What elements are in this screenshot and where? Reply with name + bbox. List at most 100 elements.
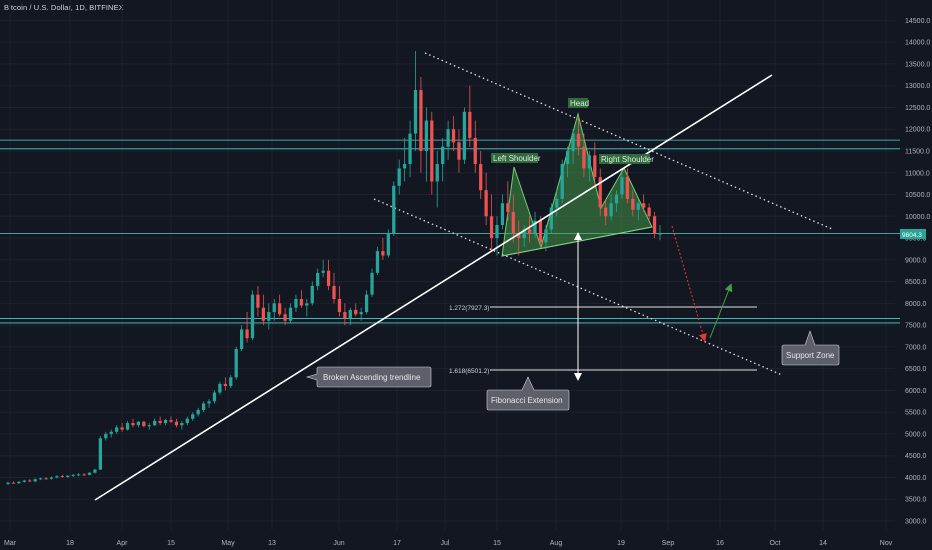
candle-body bbox=[71, 474, 75, 476]
candle-body bbox=[115, 427, 119, 432]
projection-down-arrow[interactable] bbox=[671, 225, 707, 342]
candle-body bbox=[511, 211, 515, 234]
candle-body bbox=[500, 203, 505, 225]
candle-body bbox=[359, 312, 363, 315]
candle-body bbox=[44, 478, 48, 480]
price-tick-label: 14000.0 bbox=[905, 40, 930, 47]
candle-body bbox=[495, 224, 499, 239]
price-tick-label: 9500.0 bbox=[905, 236, 927, 243]
time-tick-label: Aug bbox=[550, 540, 563, 547]
price-tick-label: 10000.0 bbox=[905, 214, 930, 221]
projection-up-arrow[interactable] bbox=[709, 283, 733, 339]
fib-extension-callout[interactable]: Fibonacci Extension bbox=[486, 376, 570, 411]
candle-body bbox=[250, 294, 255, 339]
candle-body bbox=[109, 431, 113, 434]
candle-body bbox=[77, 474, 81, 476]
price-tick-label: 12000.0 bbox=[905, 127, 930, 134]
price-tick-label: 7500.0 bbox=[905, 323, 927, 330]
support-zone-callout[interactable]: Support Zone bbox=[781, 330, 840, 366]
price-tick-label: 11500.0 bbox=[905, 148, 930, 155]
svg-text:Right Shoulder: Right Shoulder bbox=[601, 155, 654, 164]
candle-body bbox=[104, 433, 108, 439]
candle-body bbox=[354, 309, 358, 315]
candle-body bbox=[158, 420, 162, 424]
channel-lower-line[interactable] bbox=[373, 198, 783, 376]
symbol-title: Bitcoin / U.S. Dollar, 1D, BITFINEX bbox=[4, 3, 124, 12]
time-tick-label: 18 bbox=[66, 540, 74, 547]
time-tick-label: Mar bbox=[4, 540, 17, 547]
time-tick-label: Jul bbox=[441, 540, 450, 547]
candle-body bbox=[223, 383, 227, 387]
candle-body bbox=[598, 177, 602, 208]
channel-upper-line[interactable] bbox=[424, 52, 833, 230]
candle-body bbox=[364, 294, 369, 313]
candle-body bbox=[272, 303, 276, 313]
candle-body bbox=[294, 298, 298, 308]
candle-body bbox=[316, 272, 320, 286]
candle-body bbox=[375, 251, 380, 273]
candle-body bbox=[120, 427, 124, 430]
candle-body bbox=[136, 421, 141, 426]
candle-body bbox=[321, 270, 325, 273]
price-tick-label: 6500.0 bbox=[905, 366, 927, 373]
candle-body bbox=[489, 216, 494, 239]
candle-body bbox=[147, 425, 151, 427]
svg-text:Left Shoulder: Left Shoulder bbox=[493, 154, 541, 163]
candle-body bbox=[473, 137, 477, 165]
candle-body bbox=[506, 203, 510, 212]
time-tick-label: 16 bbox=[716, 540, 724, 547]
candle-body bbox=[98, 438, 102, 470]
price-tick-label: 7000.0 bbox=[905, 344, 927, 351]
candle-body bbox=[11, 482, 16, 484]
candle-body bbox=[288, 307, 293, 321]
candles bbox=[6, 50, 662, 485]
candle-body bbox=[343, 312, 347, 319]
price-tick-label: 4000.0 bbox=[905, 475, 927, 482]
candle-body bbox=[22, 480, 26, 482]
candle-body bbox=[544, 229, 548, 243]
candle-body bbox=[419, 90, 423, 151]
candle-body bbox=[446, 129, 450, 147]
price-tick-label: 3000.0 bbox=[905, 519, 927, 526]
candle-body bbox=[549, 207, 553, 230]
time-tick-label: 15 bbox=[493, 540, 501, 547]
candle-body bbox=[185, 418, 189, 424]
time-tick-label: 19 bbox=[617, 540, 625, 547]
candle-body bbox=[299, 298, 304, 306]
candle-body bbox=[6, 482, 10, 484]
candle-body bbox=[631, 198, 635, 210]
candle-body bbox=[82, 474, 86, 476]
candle-body bbox=[332, 285, 336, 299]
candle-body bbox=[479, 164, 483, 191]
time-tick-label: 17 bbox=[393, 540, 401, 547]
candle-body bbox=[566, 150, 570, 165]
price-tick-label: 10500.0 bbox=[905, 192, 930, 199]
candle-body bbox=[196, 409, 200, 415]
candle-body bbox=[451, 129, 456, 143]
neckline[interactable] bbox=[501, 226, 653, 257]
fib-1272-label: 1.272(7927.3) bbox=[449, 305, 489, 312]
ascending-trendline[interactable] bbox=[94, 74, 773, 501]
grid bbox=[0, 0, 895, 530]
candle-body bbox=[310, 285, 314, 304]
candle-body bbox=[533, 220, 537, 234]
price-tick-label: 8000.0 bbox=[905, 301, 927, 308]
candle-body bbox=[386, 233, 390, 256]
candle-body bbox=[28, 480, 32, 482]
price-tick-label: 5500.0 bbox=[905, 410, 927, 417]
time-axis[interactable]: Mar 18 Apr 15 May 13 Jun 17 Jul 15 Aug 19 Sep 16 Oct 14… bbox=[4, 540, 893, 547]
right-shoulder-label[interactable]: Right Shoulder bbox=[599, 154, 654, 164]
candle-body bbox=[261, 307, 265, 321]
candle-body bbox=[163, 420, 168, 424]
candle-body bbox=[240, 329, 244, 350]
time-tick-label: May bbox=[221, 540, 235, 547]
candle-body bbox=[49, 477, 54, 479]
candle-body bbox=[229, 377, 233, 387]
head-label[interactable]: Head bbox=[568, 98, 589, 108]
candle-body bbox=[191, 414, 195, 419]
price-axis[interactable]: 3000.0 3500.0 4000.0 4500.0 5000.0 5500.0 6000… bbox=[905, 18, 930, 526]
candle-body bbox=[245, 329, 249, 339]
trendline-callout[interactable]: Broken Ascending trendline bbox=[305, 366, 432, 388]
left-shoulder-label[interactable]: Left Shoulder bbox=[491, 153, 541, 163]
